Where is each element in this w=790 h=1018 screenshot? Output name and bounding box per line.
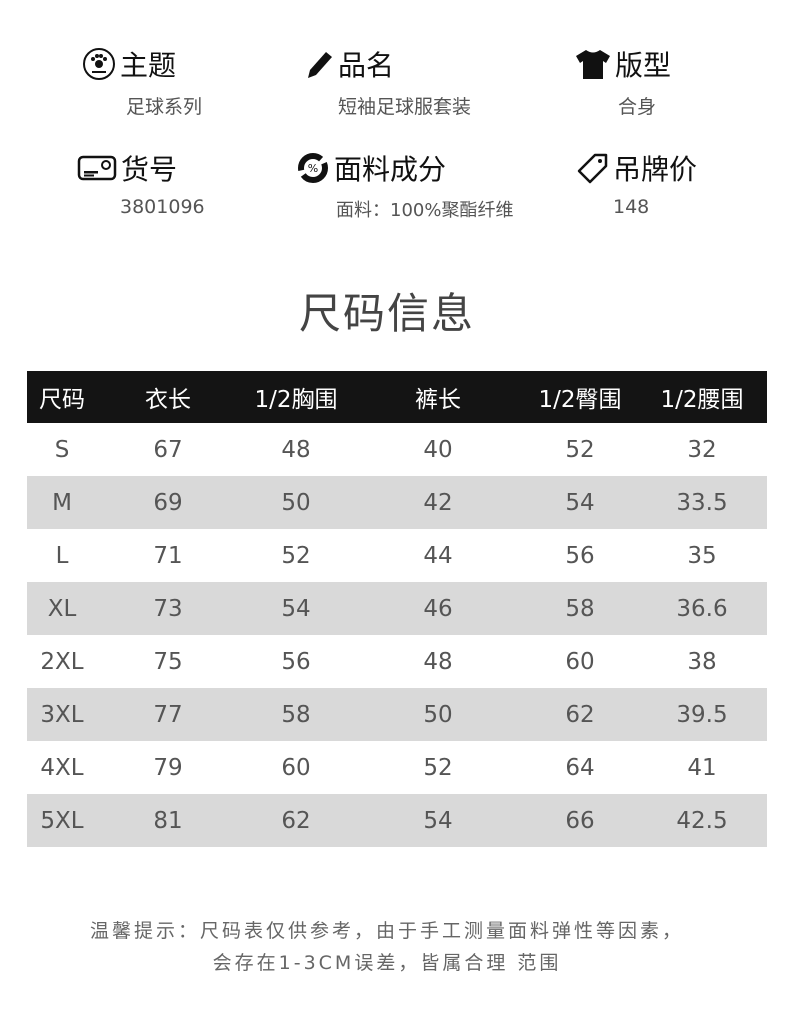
table-cell: 60 — [281, 754, 311, 781]
table-row: 5XL 81 62 54 66 42.5 — [27, 794, 767, 847]
column-header: 衣长 — [97, 371, 239, 423]
info-label: 面料成分 — [334, 153, 447, 186]
table-cell: 77 — [97, 688, 239, 741]
info-tag-price: 吊牌价 148 — [577, 150, 697, 218]
table-cell: 58 — [523, 582, 637, 635]
table-cell: 48 — [423, 648, 453, 675]
kelme-paw-logo-icon — [82, 47, 116, 81]
percent-circle-icon: % — [296, 151, 330, 185]
info-value: 合身 — [618, 96, 657, 118]
info-label: 版型 — [615, 49, 672, 82]
table-cell: 56 — [281, 648, 311, 675]
table-cell: 58 — [239, 688, 353, 741]
table-cell: 42.5 — [637, 794, 767, 847]
info-fabric: % 面料成分 面料：100%聚酯纤维 — [296, 150, 513, 222]
table-cell: 46 — [353, 582, 523, 635]
table-cell: 5XL — [27, 794, 97, 847]
info-value: 3801096 — [120, 196, 205, 218]
note-line-1: 温馨提示：尺码表仅供参考，由于手工测量面料弹性等因素， — [89, 920, 684, 942]
size-table: 尺码 衣长 1/2胸围 裤长 1/2臀围 1/2腰围 S 67 48 40 52 32 M 69 50 42… — [27, 371, 767, 847]
tshirt-icon — [575, 48, 611, 80]
table-row: 4XL 79 60 52 64 41 — [27, 741, 767, 794]
table-cell: 48 — [281, 436, 311, 463]
table-cell: 44 — [423, 542, 453, 569]
column-header: 1/2腰围 — [637, 371, 767, 423]
table-cell: 4XL — [40, 754, 84, 781]
table-cell: 56 — [565, 542, 595, 569]
table-cell: 79 — [153, 754, 183, 781]
table-cell: 38 — [687, 648, 717, 675]
table-cell: 35 — [687, 542, 717, 569]
table-cell: 54 — [239, 582, 353, 635]
table-row: M 69 50 42 54 33.5 — [27, 476, 767, 529]
info-label: 主题 — [120, 49, 177, 82]
column-header: 尺码 — [27, 371, 97, 423]
table-cell: 42 — [353, 476, 523, 529]
table-cell: 41 — [687, 754, 717, 781]
table-cell: 81 — [97, 794, 239, 847]
table-cell: 60 — [565, 648, 595, 675]
table-cell: 73 — [97, 582, 239, 635]
table-cell: 64 — [565, 754, 595, 781]
table-row: L 71 52 44 56 35 — [27, 529, 767, 582]
table-cell: 32 — [687, 436, 717, 463]
info-theme: 主题 足球系列 — [82, 46, 202, 119]
table-cell: 62 — [239, 794, 353, 847]
size-note: 温馨提示：尺码表仅供参考，由于手工测量面料弹性等因素， 会存在1-3CM误差，皆… — [0, 915, 774, 979]
price-tag-icon — [577, 152, 609, 184]
size-info-title: 尺码信息 — [298, 289, 475, 338]
column-header: 裤长 — [353, 371, 523, 423]
table-cell: 50 — [353, 688, 523, 741]
column-header: 1/2胸围 — [239, 371, 353, 423]
table-cell: 67 — [153, 436, 183, 463]
table-cell: S — [54, 436, 70, 463]
table-cell: L — [55, 542, 69, 569]
svg-text:%: % — [308, 162, 318, 175]
info-value: 148 — [613, 196, 650, 218]
info-sku: 货号 3801096 — [77, 150, 205, 218]
table-header: 尺码 衣长 1/2胸围 裤长 1/2臀围 1/2腰围 — [27, 371, 767, 423]
table-cell: 3XL — [27, 688, 97, 741]
info-label: 吊牌价 — [613, 153, 698, 186]
table-row: S 67 48 40 52 32 — [27, 423, 767, 476]
table-cell: 39.5 — [637, 688, 767, 741]
table-row: 2XL 75 56 48 60 38 — [27, 635, 767, 688]
table-cell: 71 — [153, 542, 183, 569]
info-product-name: 品名 短袖足球服套装 — [304, 46, 471, 119]
id-card-icon — [77, 154, 117, 182]
column-header: 1/2臀围 — [523, 371, 637, 423]
table-cell: 52 — [565, 436, 595, 463]
info-value: 短袖足球服套装 — [338, 96, 472, 118]
info-label: 品名 — [338, 49, 395, 82]
table-cell: 52 — [281, 542, 311, 569]
table-cell: 33.5 — [637, 476, 767, 529]
table-cell: 36.6 — [637, 582, 767, 635]
info-label: 货号 — [121, 153, 178, 186]
table-cell: 66 — [523, 794, 637, 847]
info-value: 面料：100%聚酯纤维 — [336, 200, 514, 221]
table-cell: 40 — [423, 436, 453, 463]
table-cell: 52 — [423, 754, 453, 781]
table-row: 3XL 77 58 50 62 39.5 — [27, 688, 767, 741]
table-row: XL 73 54 46 58 36.6 — [27, 582, 767, 635]
info-fit: 版型 合身 — [575, 46, 671, 119]
table-cell: 54 — [353, 794, 523, 847]
info-value: 足球系列 — [126, 96, 203, 118]
table-cell: XL — [27, 582, 97, 635]
table-cell: 2XL — [40, 648, 84, 675]
pencil-icon — [304, 48, 334, 80]
table-cell: 69 — [97, 476, 239, 529]
table-cell: 75 — [153, 648, 183, 675]
table-cell: M — [27, 476, 97, 529]
table-cell: 50 — [239, 476, 353, 529]
table-cell: 54 — [523, 476, 637, 529]
table-cell: 62 — [523, 688, 637, 741]
note-line-2: 会存在1-3CM误差，皆属合理 范围 — [212, 952, 562, 974]
